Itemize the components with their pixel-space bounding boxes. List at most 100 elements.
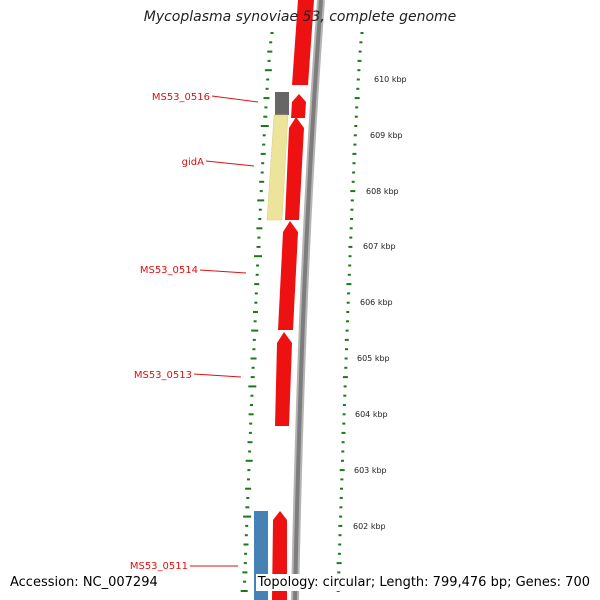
- gc-skew-dot: [350, 208, 354, 211]
- gc-skew-dot: [248, 431, 252, 434]
- gc-skew-dot: [264, 69, 272, 72]
- gc-skew-dot: [346, 283, 352, 286]
- gc-skew-dot: [252, 348, 256, 351]
- gc-skew-dot: [266, 78, 270, 81]
- gc-skew-dot: [338, 543, 342, 546]
- gc-skew-dot: [243, 580, 247, 583]
- gc-skew-dot: [346, 311, 350, 313]
- gc-skew-dot: [254, 292, 258, 295]
- gc-skew-dot: [251, 329, 259, 332]
- gc-skew-dot: [258, 218, 262, 220]
- gc-skew-dot: [343, 385, 347, 388]
- gene-label-gida[interactable]: gidA: [182, 157, 204, 168]
- gc-skew-dot: [254, 301, 258, 304]
- gc-skew-dot: [269, 41, 273, 44]
- gc-skew-dot: [346, 301, 350, 304]
- gc-skew-dot: [258, 208, 262, 211]
- cds-arrow[interactable]: [285, 117, 304, 220]
- gc-skew-dot: [248, 385, 257, 388]
- gc-skew-dot: [340, 478, 344, 481]
- gc-skew-dot: [354, 97, 360, 100]
- scale-labels: 610 kbp 609 kbp 608 kbp 607 kbp 606 kbp …: [353, 75, 407, 531]
- gc-skew-dot: [261, 162, 265, 165]
- gc-skew-dot: [247, 441, 253, 444]
- gc-skew-dot: [352, 171, 356, 174]
- gc-skew-dot: [350, 199, 354, 202]
- gc-skew-dot: [348, 264, 352, 267]
- gc-skew-dot: [260, 152, 266, 155]
- scale-label: 606 kbp: [360, 298, 393, 307]
- gene-label-ms53-0513[interactable]: MS53_0513: [134, 370, 192, 381]
- gc-skew-dot: [339, 497, 343, 499]
- gc-skew-dot: [243, 543, 249, 546]
- gc-skew-dot: [360, 32, 364, 34]
- gene-feature-gida[interactable]: [266, 114, 289, 221]
- gc-skew-dot: [257, 236, 261, 239]
- gc-skew-dot: [243, 515, 252, 518]
- gc-skew-dot: [254, 255, 262, 258]
- gc-skew-dot: [246, 497, 250, 499]
- gc-skew-dot: [338, 524, 343, 527]
- gc-skew-dot: [247, 469, 251, 472]
- gc-skew-dot: [245, 487, 252, 490]
- gene-feature-ms53-0516[interactable]: [275, 92, 289, 115]
- gc-skew-dot: [255, 273, 259, 276]
- gc-skew-dot: [250, 394, 254, 397]
- scale-label: 609 kbp: [370, 131, 403, 140]
- gc-skew-dot: [245, 506, 250, 509]
- gc-skew-dot: [270, 32, 274, 34]
- gc-skew-dot: [355, 106, 359, 109]
- gc-skew-dot: [338, 534, 342, 537]
- gc-skew-track-right: [336, 32, 364, 592]
- gene-label-ms53-0511[interactable]: MS53_0511: [130, 561, 188, 572]
- gc-skew-dot: [341, 441, 345, 444]
- gc-skew-dot: [259, 190, 263, 193]
- gc-skew-dot: [341, 431, 346, 434]
- scale-label: 607 kbp: [363, 242, 396, 251]
- gc-skew-dot: [345, 329, 349, 332]
- gc-skew-dot: [262, 134, 266, 137]
- gc-skew-dot: [354, 115, 358, 118]
- scale-label: 610 kbp: [374, 75, 407, 84]
- gc-skew-dot: [240, 590, 248, 592]
- gc-skew-dot: [267, 50, 273, 53]
- gc-skew-dot: [260, 171, 264, 174]
- gc-skew-dot: [344, 366, 348, 369]
- gc-skew-dot: [350, 218, 354, 220]
- gc-skew-dot: [347, 292, 351, 295]
- cds-arrow[interactable]: [291, 94, 306, 118]
- gc-skew-track-left: [240, 32, 274, 592]
- gene-labels: MS53_0516 gidA MS53_0514 MS53_0513 MS53_…: [130, 92, 210, 572]
- gc-skew-dot: [263, 97, 270, 100]
- gc-skew-dot: [339, 506, 343, 509]
- gc-skew-dot: [262, 143, 266, 146]
- genome-backbone-inner: [293, 0, 323, 600]
- cds-arrow[interactable]: [278, 221, 298, 330]
- gc-skew-dot: [250, 357, 257, 360]
- scale-label: 608 kbp: [366, 187, 399, 196]
- gc-skew-dot: [253, 320, 257, 323]
- cds-arrow[interactable]: [292, 0, 314, 85]
- gc-skew-dot: [346, 320, 349, 323]
- gc-skew-dot: [352, 162, 356, 165]
- gc-skew-dot: [358, 50, 362, 53]
- gc-skew-dot: [245, 459, 253, 462]
- gene-label-ms53-0516[interactable]: MS53_0516: [152, 92, 210, 103]
- gc-skew-dot: [342, 413, 346, 416]
- gc-skew-dot: [253, 311, 258, 313]
- scale-label: 605 kbp: [357, 354, 390, 363]
- gc-skew-dot: [341, 450, 345, 453]
- gene-label-ms53-0514[interactable]: MS53_0514: [140, 265, 198, 276]
- gc-skew-dot: [256, 245, 261, 248]
- gc-skew-dot: [339, 469, 345, 472]
- cds-arrow[interactable]: [275, 332, 292, 426]
- gc-skew-dot: [349, 236, 353, 239]
- gc-skew-dot: [354, 125, 358, 127]
- gc-skew-dot: [242, 571, 248, 574]
- gc-skew-dot: [247, 478, 250, 481]
- gc-skew-dot: [259, 180, 265, 183]
- gc-skew-dot: [353, 143, 357, 146]
- gc-skew-dot: [342, 376, 348, 379]
- gc-skew-dot: [248, 450, 252, 453]
